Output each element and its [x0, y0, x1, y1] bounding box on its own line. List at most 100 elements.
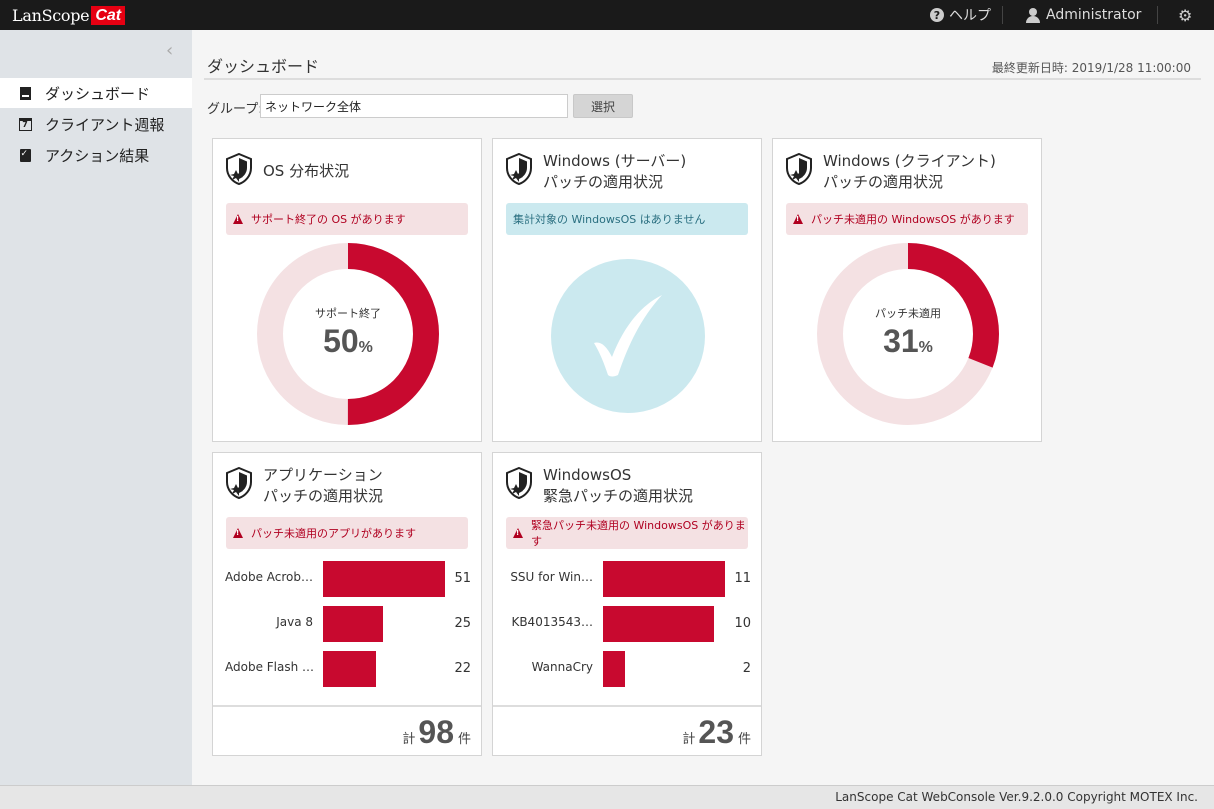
logo-text: LanScope: [12, 5, 90, 25]
card-title: WindowsOS 緊急パッチの適用状況: [543, 466, 694, 505]
bar-label: KB4013543…: [511, 615, 593, 629]
last-updated: 最終更新日時: 2019/1/28 11:00:00: [991, 61, 1191, 75]
alert-text: サポート終了の OS があります: [251, 213, 406, 226]
bar-value: 25: [454, 616, 471, 631]
user-label: Administrator: [1046, 7, 1142, 23]
sidebar-item-action-results[interactable]: アクション結果: [0, 140, 192, 170]
alert-banner: サポート終了の OS があります: [226, 203, 468, 235]
dashboard-icon: [18, 86, 32, 100]
user-menu[interactable]: Administrator: [1026, 0, 1141, 30]
bar-value: 22: [454, 661, 471, 676]
sidebar-item-label: アクション結果: [45, 146, 150, 165]
card-title: Windows (クライアント) パッチの適用状況: [823, 152, 996, 191]
logo-badge: Cat: [91, 5, 126, 25]
donut-chart: パッチ未適用 31%: [817, 243, 999, 425]
bar-row[interactable]: WannaCry 2: [493, 651, 761, 687]
donut-percent: 31%: [883, 323, 933, 359]
page-title: ダッシュボード: [207, 57, 320, 76]
bar: [603, 606, 714, 642]
bar-row[interactable]: SSU for Win… 11: [493, 561, 761, 597]
donut-segment: [817, 243, 999, 425]
sidebar-item-weekly-report[interactable]: 7 クライアント週報: [0, 109, 192, 139]
alert-banner: パッチ未適用の WindowsOS があります: [786, 203, 1028, 235]
donut-percent: 50%: [323, 323, 373, 359]
bar-label: SSU for Win…: [510, 570, 593, 584]
bar: [603, 561, 725, 597]
calendar-icon: 7: [18, 117, 32, 131]
windows-server-patch-card[interactable]: Windows (サーバー) パッチの適用状況 集計対象の WindowsOS …: [492, 138, 762, 442]
application-patch-card[interactable]: アプリケーション パッチの適用状況 パッチ未適用のアプリがあります Adobe …: [212, 452, 482, 756]
alert-banner: 緊急パッチ未適用の WindowsOS があります: [506, 517, 748, 549]
total-count: 計 23 件: [682, 714, 751, 750]
shield-icon: [226, 467, 252, 499]
total-count: 計 98 件: [402, 714, 471, 750]
footer-copyright: LanScope Cat WebConsole Ver.9.2.0.0 Copy…: [835, 790, 1198, 804]
card-footer: 計 23 件: [493, 705, 761, 755]
collapse-sidebar-icon[interactable]: ‹: [166, 40, 174, 61]
alert-text: パッチ未適用の WindowsOS があります: [811, 213, 1015, 226]
card-title: OS 分布状況: [263, 162, 350, 180]
alert-text: 集計対象の WindowsOS はありません: [513, 213, 706, 226]
bar-label: Adobe Acrob…: [225, 570, 313, 584]
donut-label: サポート終了: [315, 307, 381, 320]
bar-label: Java 8: [276, 615, 313, 629]
divider: [204, 78, 1201, 80]
sidebar-item-label: ダッシュボード: [45, 84, 151, 103]
windowsos-urgent-patch-card[interactable]: WindowsOS 緊急パッチの適用状況 緊急パッチ未適用の WindowsOS…: [492, 452, 762, 756]
alert-banner: パッチ未適用のアプリがあります: [226, 517, 468, 549]
help-label: ヘルプ: [949, 8, 991, 24]
bar-value: 2: [742, 661, 751, 676]
help-link[interactable]: ? ヘルプ: [930, 0, 991, 30]
group-label: グループ:: [207, 102, 263, 117]
divider: [1002, 6, 1003, 24]
sidebar-item-dashboard[interactable]: ダッシュボード: [0, 78, 192, 108]
card-footer: 計 98 件: [213, 705, 481, 755]
card-title: Windows (サーバー) パッチの適用状況: [543, 152, 687, 191]
donut-segment: [257, 243, 439, 425]
alert-text: パッチ未適用のアプリがあります: [251, 527, 416, 540]
app-logo[interactable]: LanScope Cat: [12, 5, 126, 25]
settings-button[interactable]: ⚙: [1178, 0, 1192, 30]
donut-label: パッチ未適用: [875, 307, 941, 320]
bar: [603, 651, 625, 687]
bar: [323, 651, 376, 687]
warning-icon: [513, 528, 523, 538]
check-icon: [551, 259, 705, 413]
user-icon: [1026, 7, 1040, 23]
shield-icon: [506, 153, 532, 185]
bar-label: WannaCry: [531, 660, 593, 674]
bar-row[interactable]: Java 8 25: [213, 606, 481, 642]
bar: [323, 561, 445, 597]
donut-chart: サポート終了 50%: [257, 243, 439, 425]
main-content: ダッシュボード 最終更新日時: 2019/1/28 11:00:00 グループ:…: [192, 30, 1214, 785]
bar-value: 51: [454, 571, 471, 586]
os-distribution-card[interactable]: OS 分布状況 サポート終了の OS があります サポート終了 50%: [212, 138, 482, 442]
divider: [1157, 6, 1158, 24]
alert-text: 緊急パッチ未適用の WindowsOS があります: [531, 519, 746, 548]
sidebar: ‹ ダッシュボード 7 クライアント週報 アクション結果: [0, 30, 192, 785]
shield-icon: [506, 467, 532, 499]
warning-icon: [233, 528, 243, 538]
bar-row[interactable]: Adobe Flash … 22: [213, 651, 481, 687]
info-banner: 集計対象の WindowsOS はありません: [506, 203, 748, 235]
help-icon: ?: [930, 8, 944, 22]
bar-value: 11: [734, 571, 751, 586]
gear-icon: ⚙: [1178, 5, 1193, 25]
bar-value: 10: [734, 616, 751, 631]
shield-icon: [226, 153, 252, 185]
warning-icon: [233, 214, 243, 224]
sidebar-item-label: クライアント週報: [45, 115, 165, 134]
select-button[interactable]: 選択: [573, 94, 633, 118]
top-bar: LanScope Cat ? ヘルプ Administrator ⚙: [0, 0, 1214, 30]
windows-client-patch-card[interactable]: Windows (クライアント) パッチの適用状況 パッチ未適用の Window…: [772, 138, 1042, 442]
clipboard-icon: [18, 148, 32, 162]
shield-icon: [786, 153, 812, 185]
warning-icon: [793, 214, 803, 224]
bar-row[interactable]: KB4013543… 10: [493, 606, 761, 642]
bar-label: Adobe Flash …: [225, 660, 313, 674]
group-input[interactable]: [260, 94, 568, 118]
bar-row[interactable]: Adobe Acrob… 51: [213, 561, 481, 597]
bar: [323, 606, 383, 642]
card-title: アプリケーション パッチの適用状況: [263, 466, 384, 505]
footer: LanScope Cat WebConsole Ver.9.2.0.0 Copy…: [0, 785, 1214, 809]
